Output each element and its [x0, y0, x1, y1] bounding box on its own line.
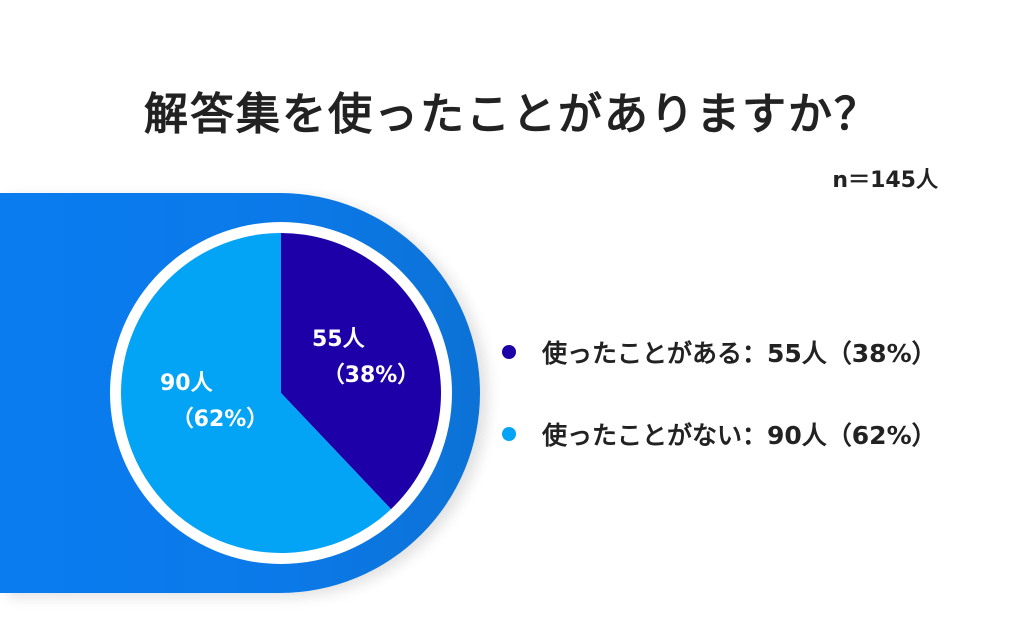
pie-svg [121, 233, 441, 553]
slice-count-used: 55人 [312, 327, 365, 352]
pie-slice [121, 233, 392, 553]
legend-item-not-used: 使ったことがない：90人（62%） [500, 412, 937, 456]
legend-item-used: 使ったことがある：55人（38%） [500, 330, 937, 374]
legend-dot-icon [502, 427, 516, 441]
chart-title: 解答集を使ったことがありますか？ [144, 89, 880, 140]
slice-percent-used: （38%） [322, 363, 420, 388]
legend-label: 使ったことがある：55人（38%） [542, 339, 937, 368]
slice-percent-not-used: （62%） [171, 407, 269, 432]
pie-chart [110, 222, 452, 564]
legend-dot-icon [502, 345, 516, 359]
slice-count-not-used: 90人 [160, 371, 213, 396]
pie-slice [281, 233, 441, 510]
slice-label-used: 55人 （38%） [306, 322, 436, 394]
slice-label-not-used: 90人 （62%） [150, 366, 290, 438]
legend-label: 使ったことがない：90人（62%） [542, 421, 937, 450]
legend: 使ったことがある：55人（38%） 使ったことがない：90人（62%） [500, 330, 937, 494]
sample-size: n＝145人 [832, 168, 938, 193]
